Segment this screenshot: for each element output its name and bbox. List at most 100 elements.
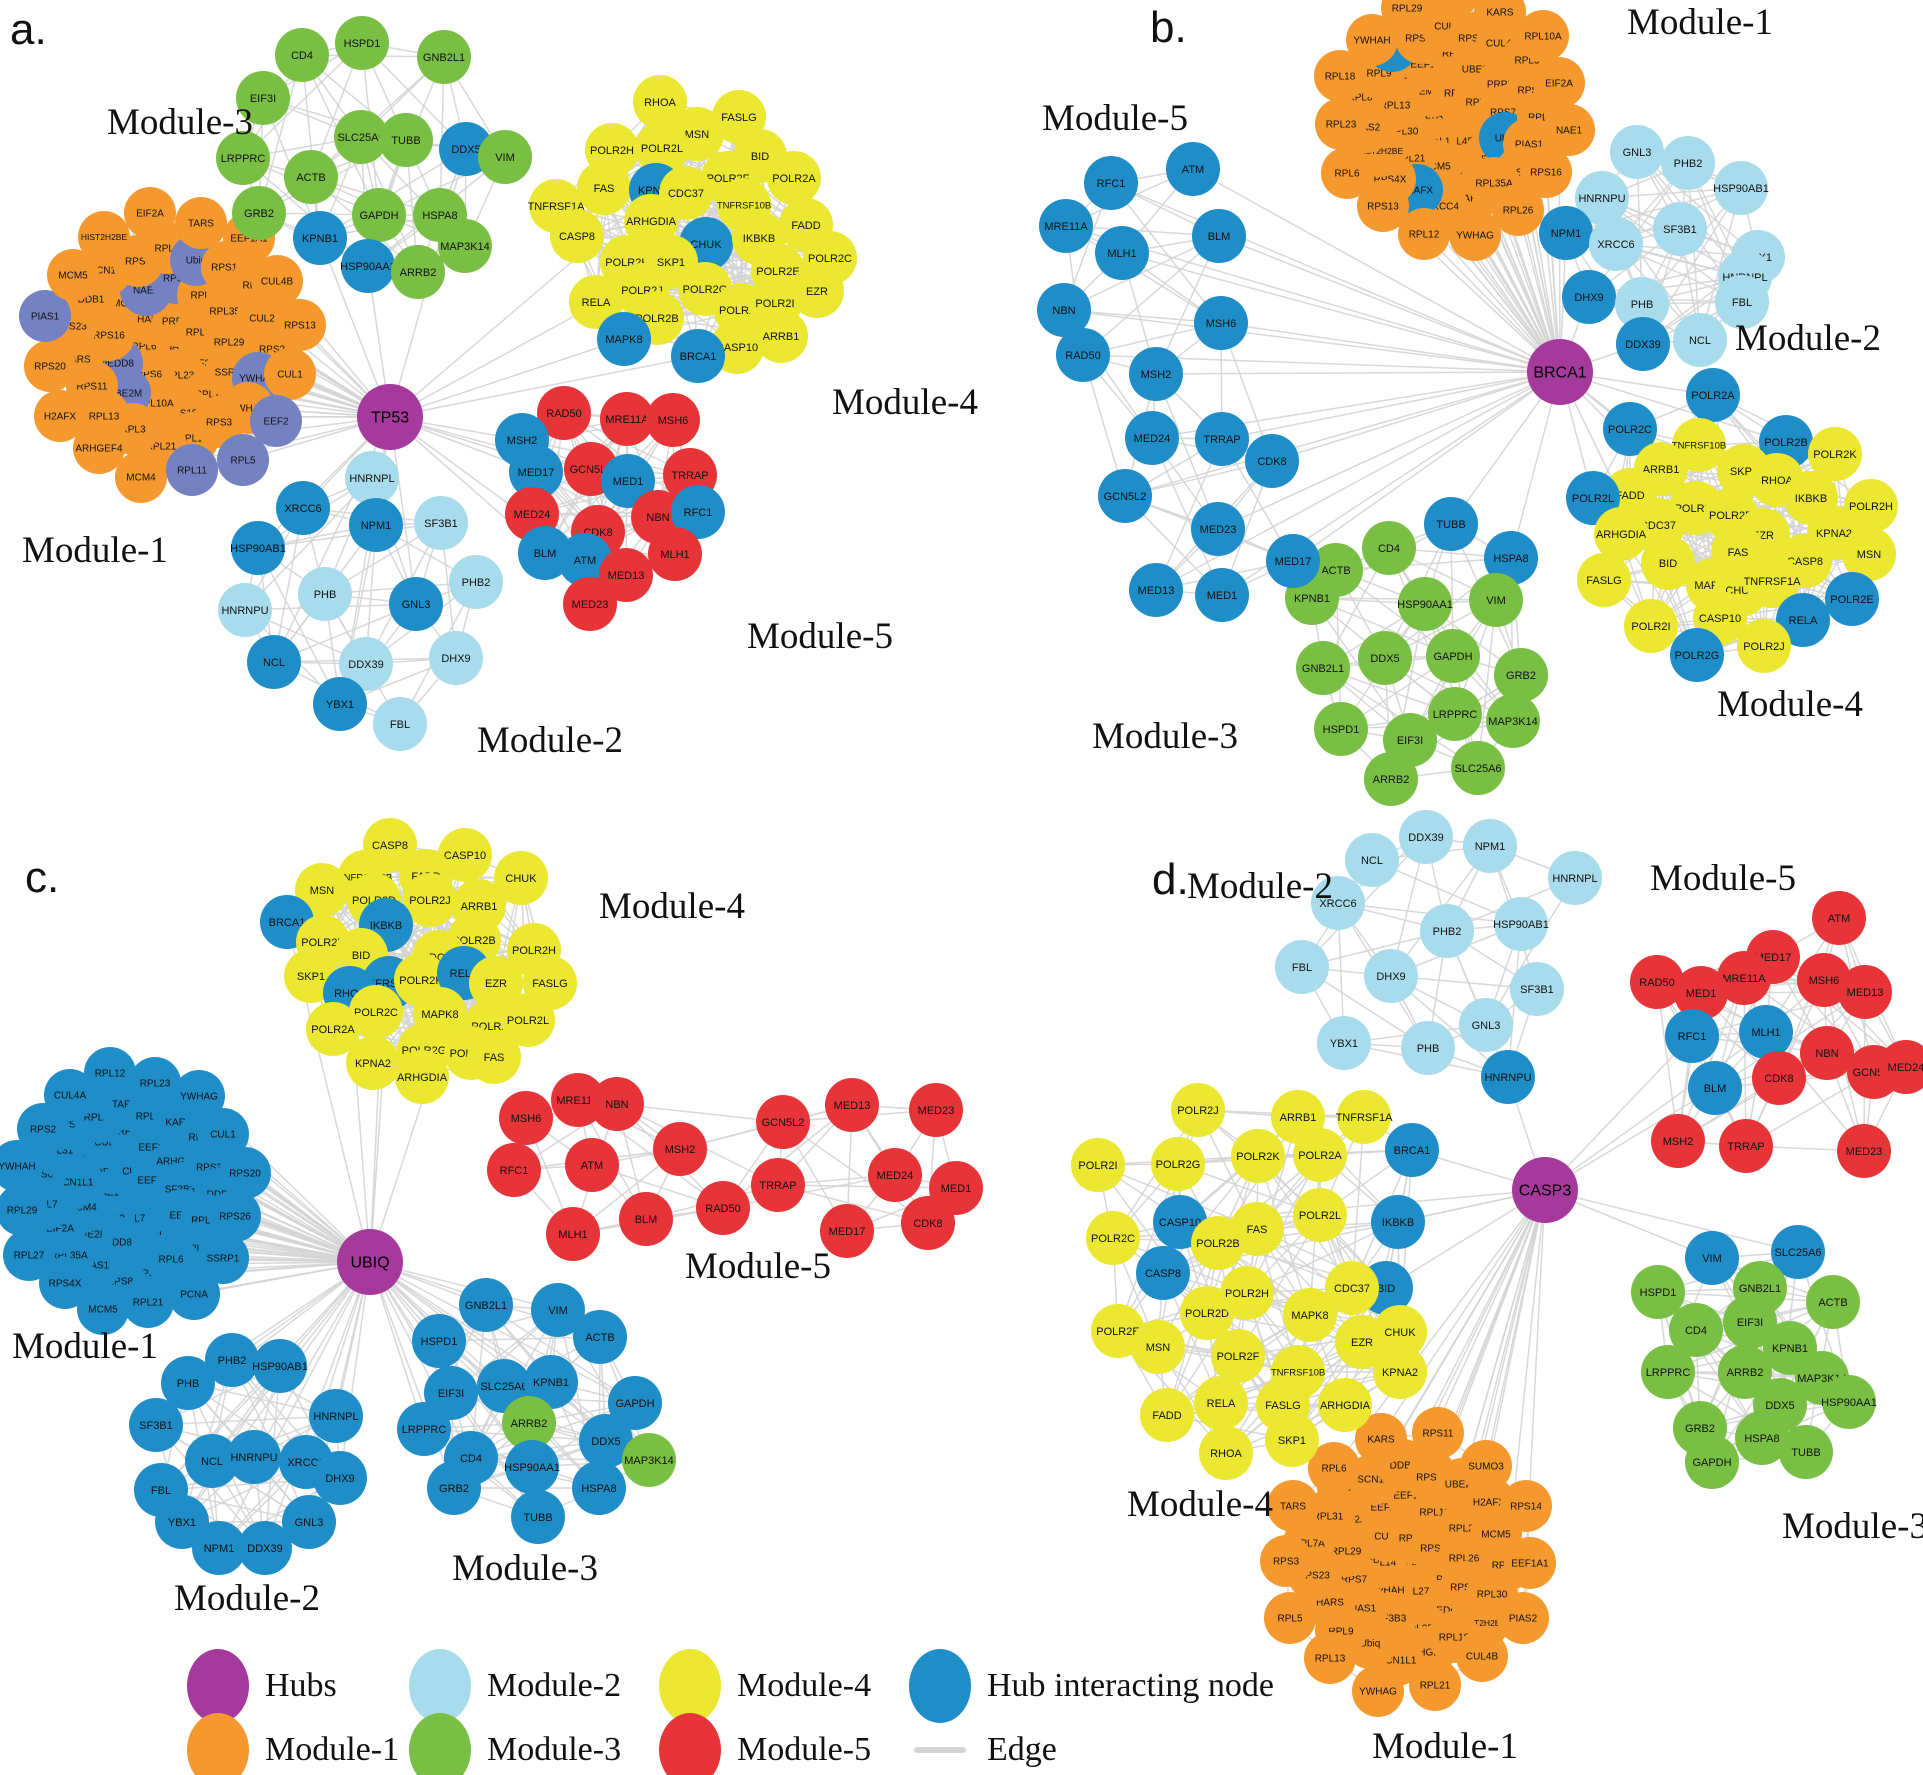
node-label: NBN [646,512,669,524]
node-label: RPL6 [131,342,156,353]
node-label: EIF3I [438,1388,464,1400]
node-label: PHB [314,589,337,601]
node-sumo3: SUMO3 [1429,0,1479,18]
node-cdk8: CDK8 [1752,1051,1806,1105]
node-label: SLC25A6 [480,1381,527,1393]
node-blm: BLM [619,1192,673,1246]
node-label: MLH1 [660,549,689,561]
node-label: ARHGEF4 [1404,1648,1452,1659]
node-label: FASLG [1586,575,1621,587]
node-label: ACTB [1321,565,1350,577]
node-mre11a: MRE11A [600,392,654,446]
node-label: YWHAG [239,374,277,385]
node-hsp90ab1: HSP90AB1 [1493,897,1549,951]
node-label: TRRAP [671,470,708,482]
node-label: YWHAG [1359,1687,1397,1698]
legend-item-module4: Module-4 [659,1648,871,1724]
node-label: ATM [574,555,596,567]
node-casp8: CASP8 [1136,1246,1190,1300]
node-ncl: NCL [1673,313,1727,367]
node-lrpprc: LRPPRC [1428,687,1482,741]
node-label: BID [1377,1283,1395,1295]
node-rad50: RAD50 [1630,955,1684,1009]
node-polr2i: POLR2I [1071,1138,1125,1192]
node-med24: MED24 [1879,1040,1923,1094]
node-label: MAPK8 [421,1009,458,1021]
node-label: PHB2 [1433,926,1462,938]
node-nae1: NAE1 [1543,104,1595,156]
node-label: RAD50 [1065,350,1100,362]
node-label: GCN5L2 [762,1117,805,1129]
node-kars: KARS [1474,0,1526,38]
node-rpl23: RPL23 [129,1057,181,1109]
node-rpl12: RPL12 [1398,208,1450,260]
node-label: KPNB1 [533,1377,569,1389]
node-rpl23: RPL23 [1315,98,1367,150]
node-med17: MED17 [820,1204,874,1258]
node-label: DHX9 [1376,971,1405,983]
node-label: DDX39 [1625,339,1660,351]
node-cul4a: CUL4A [44,1069,96,1121]
module-label-b: Module-3 [1092,716,1238,757]
node-ybx1: YBX1 [313,677,367,731]
node-polr2g: POLR2G [1670,628,1724,682]
node-label: GNB2L1 [1302,663,1344,675]
legend-label: Module-5 [737,1731,872,1768]
node-label: BRCA1 [269,917,306,929]
node-label: RPS3 [206,418,233,429]
node-label: EZR [485,978,507,990]
node-ncl: NCL [1345,833,1399,887]
node-label: GNL3 [1472,1020,1501,1032]
node-polr2j: POLR2J [1737,619,1791,673]
node-label: TRRAP [759,1180,796,1192]
node-label: NPM1 [204,1543,235,1555]
edge [722,1104,853,1209]
node-label: MSN [1857,549,1882,561]
module-label-c: Module-4 [599,886,745,927]
node-label: ARRB1 [461,901,498,913]
node-label: RPL26 [1503,206,1534,217]
node-skp1: SKP1 [1265,1413,1319,1467]
node-label: SLC25A6 [337,132,384,144]
node-label: FADD [791,220,820,232]
node-label: MCM5 [1421,162,1451,173]
node-label: RPL5 [1465,98,1490,109]
node-eef2: EEF2 [250,395,302,447]
node-label: NEDD8 [100,359,134,370]
node-label: RPL12 [95,1069,126,1080]
hub-label: BRCA1 [1533,365,1586,382]
module-label-a: Module-3 [107,102,253,143]
edge [782,1121,929,1224]
module4-swatch [659,1649,721,1723]
edge [1246,1116,1299,1294]
node-label: RPL10A [136,399,174,410]
node-casp8: CASP8 [550,209,604,263]
node-kpnb1: KPNB1 [293,211,347,265]
node-label: EIF2A [1545,79,1573,90]
edge [257,547,341,705]
node-fbl: FBL [1275,940,1329,994]
node-rpl5: RPL5 [1264,1592,1316,1644]
legend-item-hub-interacting-node: Hub interacting node [909,1648,1274,1724]
node-label: MED24 [514,509,551,521]
node-label: RPL6 [1334,169,1359,180]
edge [1544,1189,1799,1253]
edge [1544,1035,1693,1191]
node-label: YWHAG [1456,231,1494,242]
node-label: RPL21 [133,1298,164,1309]
node-rela: RELA [569,275,623,329]
node-label: MSN [1146,1342,1171,1354]
node-label: SSRP1 [215,368,248,379]
node-rhoa: RHOA [1199,1426,1253,1480]
node-label: RPL5 [1277,1614,1302,1625]
node-label: KPNB1 [1294,593,1330,605]
node-rps4x: RPS4X [39,1257,91,1309]
node-label: EIF3I [1397,735,1423,747]
node-msh2: MSH2 [653,1122,707,1176]
node-ikbkb: IKBKB [1371,1195,1425,1249]
node-label: MED24 [877,1170,914,1182]
node-phb2: PHB2 [1661,136,1715,190]
node-label: NBN [605,1099,628,1111]
edge [389,338,625,418]
node-polr2j: POLR2J [1171,1083,1225,1137]
